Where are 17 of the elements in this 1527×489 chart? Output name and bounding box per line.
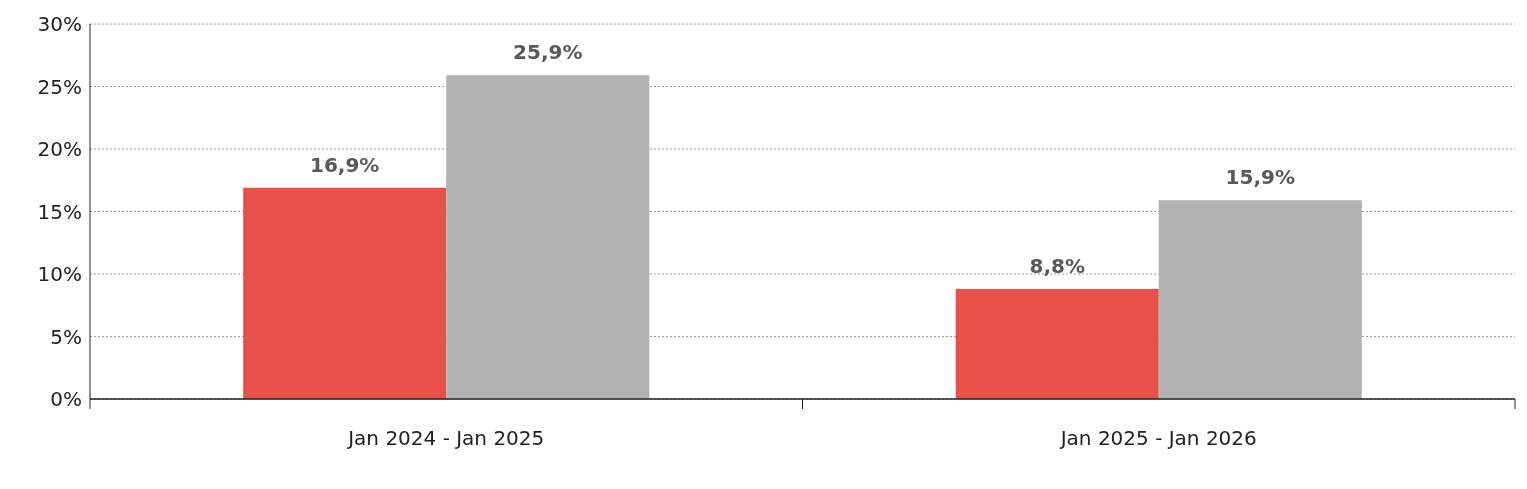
y-tick-label: 15% [37,199,82,224]
bar [243,187,447,399]
y-tick-label: 25% [37,74,82,99]
data-label: 25,9% [513,40,583,65]
data-label: 8,8% [1029,254,1085,278]
bar [1158,200,1362,399]
bar [955,289,1159,399]
bar [446,75,650,399]
y-tick-label: 5% [50,324,82,349]
y-tick-label: 30% [37,12,82,36]
y-tick-label: 0% [50,387,82,411]
data-label: 15,9% [1225,165,1295,190]
x-tick-label: Jan 2025 - Jan 2026 [1058,426,1257,450]
data-label: 16,9% [310,152,380,177]
y-tick-label: 20% [37,137,82,161]
y-tick-label: 10% [37,262,82,286]
x-tick-label: Jan 2024 - Jan 2025 [346,426,545,450]
